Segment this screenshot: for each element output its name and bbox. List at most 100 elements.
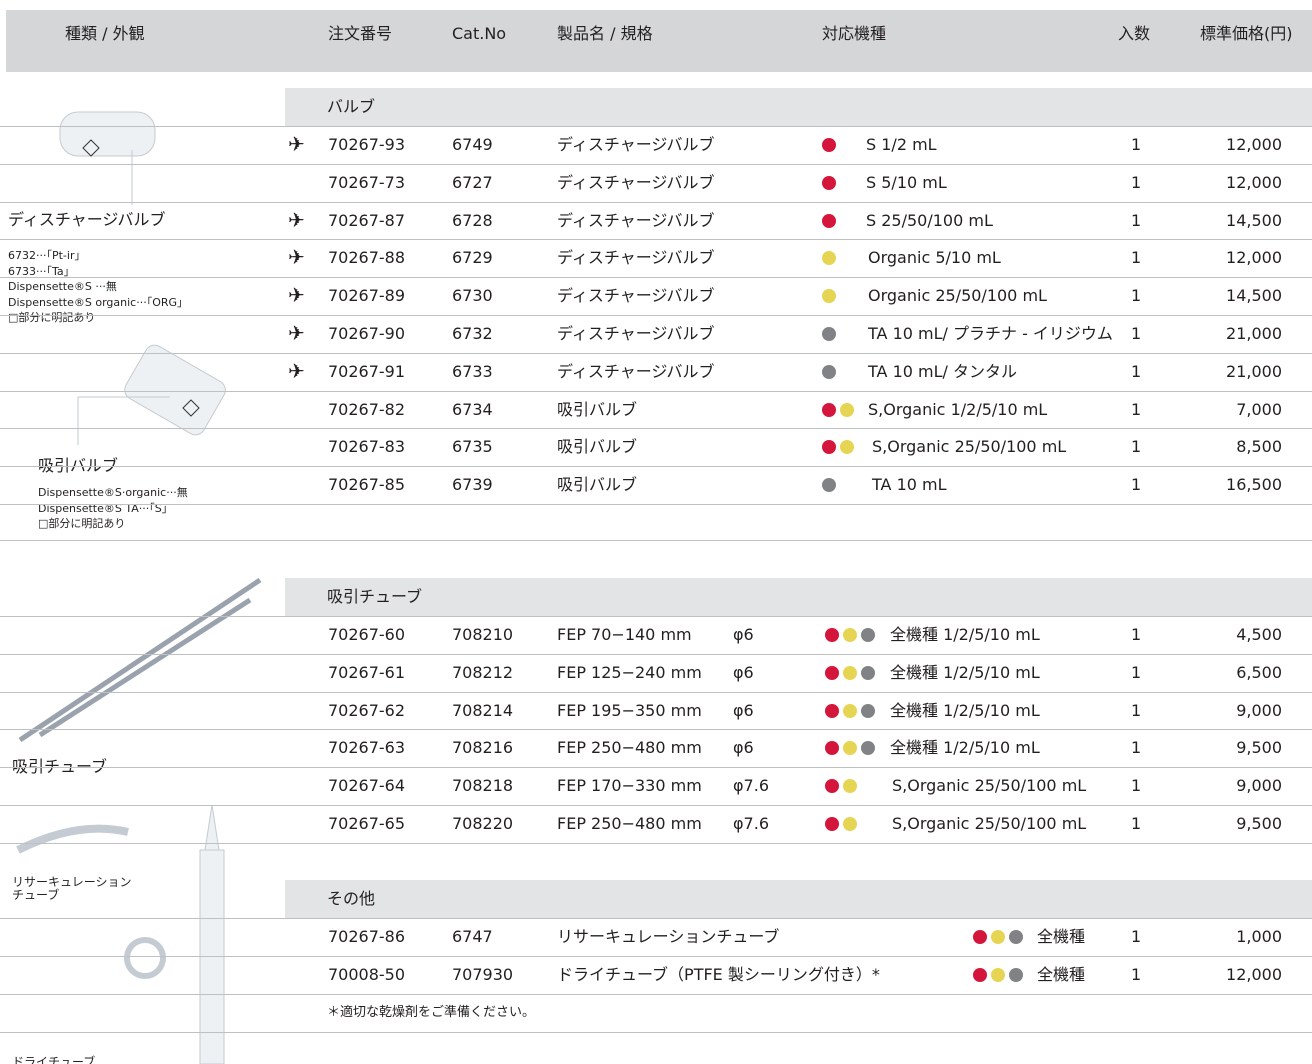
qty: 1 <box>1131 135 1142 154</box>
cat-no: 708218 <box>452 776 514 796</box>
compat-dot <box>822 289 836 304</box>
qty: 1 <box>1131 814 1142 833</box>
qty: 1 <box>1131 361 1142 381</box>
model: S,Organic 1/2/5/10 mL <box>868 399 1048 419</box>
left-title: ドライチューブ <box>12 1055 96 1064</box>
air-icon: ✈ <box>288 207 305 232</box>
compat-dot <box>861 703 875 718</box>
model: Organic 25/50/100 mL <box>868 286 1047 306</box>
order-no: 70267-85 <box>328 475 406 495</box>
qty: 1 <box>1131 210 1142 230</box>
compat-dot <box>843 817 857 831</box>
compat-dot <box>822 213 836 228</box>
left-title: 吸引チューブ <box>12 757 108 776</box>
model: Organic 5/10 mL <box>868 248 1001 268</box>
cat-no: 708214 <box>452 700 514 720</box>
row-divider <box>0 277 1312 279</box>
cat-no: 6749 <box>452 135 493 154</box>
model: S,Organic 25/50/100 mL <box>892 814 1087 833</box>
row-divider <box>0 504 1312 505</box>
price: 12,000 <box>1226 964 1282 984</box>
compat-dot <box>840 440 854 455</box>
compat-dot <box>825 665 839 680</box>
compat-dot <box>822 138 836 152</box>
section-title: バルブ <box>327 97 376 116</box>
compat-dot <box>822 402 836 417</box>
compat-dot <box>822 251 836 266</box>
compat-dot <box>822 440 836 455</box>
cat-no: 6727 <box>452 172 493 192</box>
product-name: ディスチャージバルブ <box>557 210 715 230</box>
price: 14,500 <box>1226 286 1282 306</box>
order-no: 70267-83 <box>328 437 406 457</box>
cat-no: 6730 <box>452 286 493 306</box>
model: 全機種 <box>1037 964 1086 984</box>
qty: 1 <box>1131 172 1142 192</box>
row-divider <box>0 842 1312 844</box>
model: 全機種 <box>1037 927 1086 946</box>
compat-dot <box>825 628 839 642</box>
product-name: ディスチャージバルブ <box>557 361 715 381</box>
price: 9,000 <box>1236 700 1282 720</box>
note: ＊適切な乾燥剤をご準備ください。 <box>327 1004 536 1020</box>
cat-no: 707930 <box>452 964 514 984</box>
cat-no: 6728 <box>452 210 493 230</box>
qty: 1 <box>1131 625 1142 644</box>
order-no: 70267-63 <box>328 738 406 758</box>
header-label: 製品名 / 規格 <box>557 24 653 43</box>
product-name: リサーキュレーションチューブ <box>557 927 780 946</box>
order-no: 70008-50 <box>328 964 406 984</box>
spec: φ6 <box>733 700 754 720</box>
qty: 1 <box>1131 286 1142 306</box>
price: 12,000 <box>1226 135 1282 154</box>
air-icon: ✈ <box>288 283 305 308</box>
order-no: 70267-73 <box>328 172 406 192</box>
model: 全機種 1/2/5/10 mL <box>890 625 1040 644</box>
order-no: 70267-60 <box>328 625 406 644</box>
spec: φ7.6 <box>733 776 769 796</box>
row-divider <box>0 653 1312 655</box>
header-label: Cat.No <box>452 24 507 43</box>
section-band <box>285 88 1312 126</box>
air-icon: ✈ <box>288 358 305 383</box>
row-divider <box>0 163 1312 165</box>
header-label: 種類 / 外観 <box>65 24 145 43</box>
order-no: 70267-62 <box>328 700 406 720</box>
header-label: 標準価格(円) <box>1200 24 1293 43</box>
product-name: FEP 250−480 mm <box>557 738 702 758</box>
cat-no: 6739 <box>452 475 493 495</box>
header-label: 入数 <box>1118 24 1151 43</box>
section-title: その他 <box>327 889 376 908</box>
price: 21,000 <box>1226 361 1282 381</box>
product-name: FEP 70−140 mm <box>557 625 692 644</box>
compat-dot <box>991 930 1005 944</box>
model: 全機種 1/2/5/10 mL <box>890 738 1040 758</box>
price: 6,500 <box>1236 662 1282 682</box>
left-note: □部分に明記あり <box>38 517 126 530</box>
model: TA 10 mL/ タンタル <box>868 361 1017 381</box>
left-note: Dispensette®S·organic···無 <box>38 486 188 499</box>
product-name: FEP 250−480 mm <box>557 814 702 833</box>
row-divider <box>0 767 1312 769</box>
compat-dot <box>825 703 839 718</box>
product-name: ドライチューブ（PTFE 製シーリング付き）* <box>557 964 880 984</box>
order-no: 70267-65 <box>328 814 406 833</box>
order-no: 70267-82 <box>328 399 406 419</box>
price: 12,000 <box>1226 172 1282 192</box>
cat-no: 708220 <box>452 814 514 833</box>
compat-dot <box>825 817 839 831</box>
row-divider <box>0 466 1312 468</box>
qty: 1 <box>1131 776 1142 796</box>
air-icon: ✈ <box>288 132 305 156</box>
model: S,Organic 25/50/100 mL <box>872 437 1067 457</box>
cat-no: 708216 <box>452 738 514 758</box>
row-divider <box>0 729 1312 731</box>
section-band <box>285 880 1312 918</box>
product-name: ディスチャージバルブ <box>557 172 715 192</box>
compat-dot <box>973 967 987 982</box>
left-note: Dispensette®S ···無 <box>8 280 117 293</box>
order-no: 70267-93 <box>328 135 406 154</box>
qty: 1 <box>1131 248 1142 268</box>
cat-no: 6729 <box>452 248 493 268</box>
cat-no: 708210 <box>452 625 514 644</box>
